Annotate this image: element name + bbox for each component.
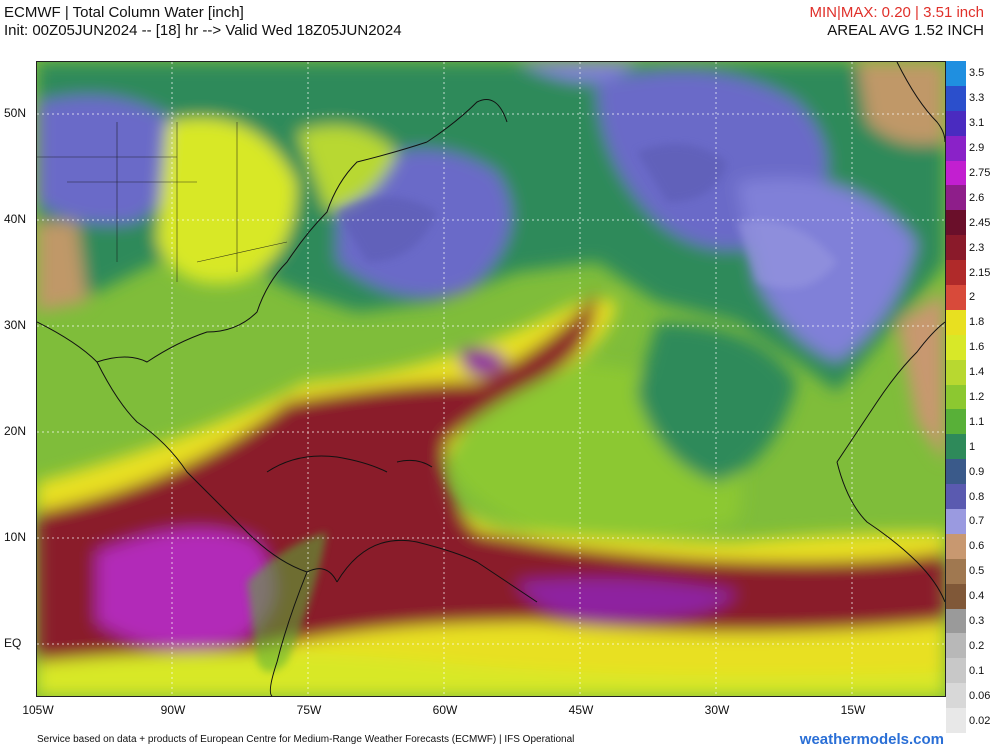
colorbar-label: 0.9	[969, 465, 985, 478]
colorbar-label: 3.5	[969, 67, 985, 80]
init-valid-time: Init: 00Z05JUN2024 -- [18] hr --> Valid …	[4, 22, 402, 39]
lon-label-15w: 15W	[840, 703, 866, 717]
colorbar-swatch	[946, 110, 966, 137]
min-max-readout: MIN|MAX: 0.20 | 3.51 inch	[809, 4, 984, 21]
lon-label-45w: 45W	[568, 703, 594, 717]
colorbar-swatch	[946, 434, 966, 460]
lat-label-eq: EQ	[4, 636, 22, 650]
colorbar-label: 0.8	[969, 490, 985, 503]
colorbar-swatch	[946, 384, 966, 410]
colorbar-swatch	[946, 633, 966, 659]
colorbar-label: 1.8	[969, 316, 985, 329]
colorbar-swatch	[946, 309, 966, 336]
colorbar-label: 0.02	[969, 714, 991, 727]
colorbar-swatch	[946, 509, 966, 535]
colorbar-swatch	[946, 334, 966, 361]
lat-label-30n: 30N	[4, 318, 27, 332]
colorbar-swatch	[946, 608, 966, 634]
colorbar-swatch	[946, 85, 966, 112]
colorbar-label: 0.7	[969, 515, 985, 528]
total-column-water-map[interactable]	[36, 61, 946, 697]
colorbar-swatch	[946, 210, 966, 236]
colorbar-label: 2.45	[969, 216, 991, 229]
colorbar-label: 2.6	[969, 191, 985, 204]
colorbar-swatch	[946, 185, 966, 211]
colorbar-label: 1	[969, 440, 976, 453]
colorbar-label: 2	[969, 291, 976, 304]
colorbar-label: 0.1	[969, 664, 985, 677]
colorbar-label: 3.1	[969, 117, 985, 130]
colorbar-label: 3.3	[969, 92, 985, 105]
colorbar-label: 1.6	[969, 341, 985, 354]
colorbar-label: 2.75	[969, 167, 991, 179]
footer-credit: Service based on data + products of Euro…	[37, 734, 575, 745]
colorbar-swatch	[946, 235, 966, 261]
brand-link[interactable]: weathermodels.com	[799, 731, 944, 748]
colorbar-label: 0.3	[969, 615, 985, 627]
colorbar-swatch	[946, 409, 966, 435]
colorbar-label: 0.06	[969, 689, 991, 702]
colorbar-label: 1.1	[969, 415, 985, 428]
lat-label-40n: 40N	[4, 212, 27, 226]
colorbar-swatch	[946, 558, 966, 585]
colorbar-swatch	[946, 683, 966, 709]
colorbar-swatch	[946, 160, 966, 186]
lon-label-75w: 75W	[296, 703, 322, 717]
colorbar-label: 0.2	[969, 639, 985, 652]
colorbar-label: 1.4	[969, 366, 985, 379]
colorbar-swatch	[946, 533, 966, 560]
colorbar-label: 1.2	[969, 391, 985, 403]
colorbar-swatch	[946, 658, 966, 684]
colorbar-swatch	[946, 583, 966, 610]
colorbar-swatch	[946, 135, 966, 162]
colorbar-label: 0.6	[969, 540, 985, 553]
colorbar-swatch	[946, 484, 966, 510]
colorbar-label: 0.5	[969, 565, 985, 578]
colorbar-label: 2.15	[969, 266, 991, 279]
colorbar-swatch	[946, 285, 966, 311]
colorbar-label: 2.3	[969, 241, 985, 254]
lat-label-50n: 50N	[4, 106, 27, 120]
lon-label-60w: 60W	[432, 703, 458, 717]
colorbar	[946, 61, 966, 734]
lon-label-30w: 30W	[704, 703, 730, 717]
lon-label-105w: 105W	[22, 703, 54, 717]
colorbar-swatch	[946, 260, 966, 286]
colorbar-swatch	[946, 61, 966, 87]
colorbar-swatch	[946, 359, 966, 386]
colorbar-label: 0.4	[969, 590, 985, 603]
lat-label-10n: 10N	[4, 530, 27, 544]
colorbar-swatch	[946, 459, 966, 485]
lon-label-90w: 90W	[160, 703, 186, 717]
map-title: ECMWF | Total Column Water [inch]	[4, 4, 244, 21]
areal-average-readout: AREAL AVG 1.52 INCH	[827, 22, 984, 39]
colorbar-swatch	[946, 708, 966, 734]
colorbar-label: 2.9	[969, 142, 985, 155]
lat-label-20n: 20N	[4, 424, 27, 438]
